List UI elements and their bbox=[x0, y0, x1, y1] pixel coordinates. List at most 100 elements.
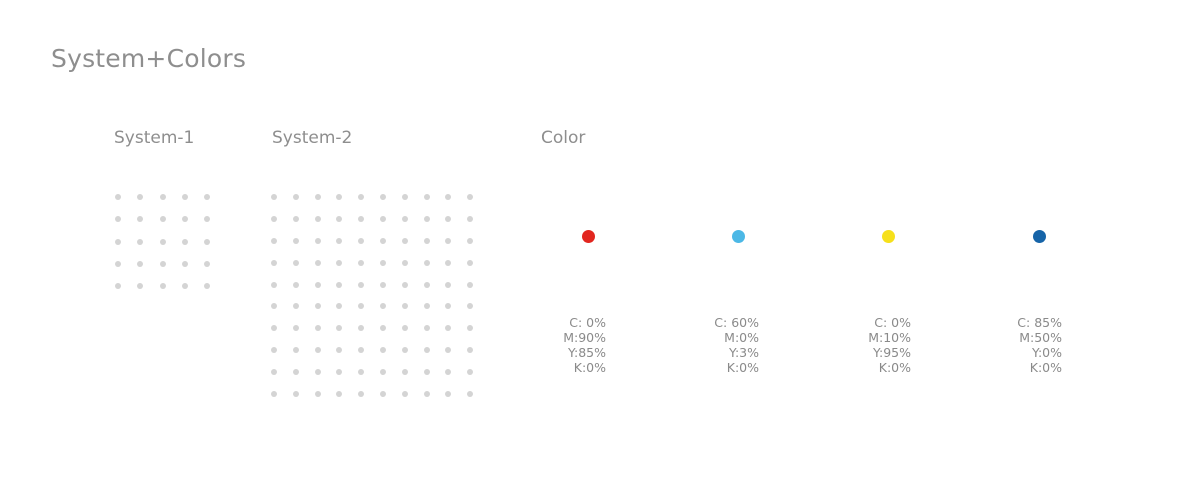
grid-dot bbox=[379, 347, 386, 354]
key-value: K:0% bbox=[1029, 360, 1062, 375]
grid-dot bbox=[292, 281, 299, 288]
grid-dot bbox=[292, 325, 299, 332]
grid-dot bbox=[137, 260, 144, 267]
yellow-dot-icon bbox=[882, 230, 895, 243]
grid-dot bbox=[445, 347, 452, 354]
grid-dot bbox=[292, 237, 299, 244]
grid-dot bbox=[401, 215, 408, 222]
grid-dot bbox=[137, 194, 144, 200]
grid-dot bbox=[358, 391, 365, 398]
yellow-value: Y:3% bbox=[728, 345, 759, 360]
grid-dot bbox=[379, 391, 386, 398]
grid-dot bbox=[467, 237, 474, 244]
grid-dot bbox=[401, 391, 408, 398]
grid-dot bbox=[271, 369, 277, 376]
grid-dot bbox=[379, 369, 386, 376]
cmyk-values-cyan: C: 60% M:0% Y:3% K:0% bbox=[659, 315, 759, 375]
grid-dot bbox=[358, 237, 365, 244]
grid-dot bbox=[115, 194, 121, 200]
grid-dot bbox=[115, 216, 121, 223]
grid-dot bbox=[314, 391, 321, 398]
system-1-title: System-1 bbox=[114, 128, 195, 148]
cyan-dot-icon bbox=[732, 230, 745, 243]
system-2-dot-grid bbox=[271, 194, 474, 398]
grid-dot bbox=[467, 194, 474, 200]
grid-dot bbox=[379, 237, 386, 244]
key-value: K:0% bbox=[726, 360, 759, 375]
grid-dot bbox=[336, 391, 343, 398]
grid-dot bbox=[358, 259, 365, 266]
grid-dot bbox=[379, 325, 386, 332]
grid-dot bbox=[401, 303, 408, 310]
grid-dot bbox=[271, 347, 277, 354]
cyan-value: C: 85% bbox=[1017, 315, 1062, 330]
yellow-value: Y:0% bbox=[1031, 345, 1062, 360]
grid-dot bbox=[271, 325, 277, 332]
cyan-value: C: 60% bbox=[714, 315, 759, 330]
grid-dot bbox=[204, 216, 210, 223]
grid-dot bbox=[314, 281, 321, 288]
grid-dot bbox=[401, 347, 408, 354]
grid-dot bbox=[271, 237, 277, 244]
grid-dot bbox=[445, 325, 452, 332]
grid-dot bbox=[292, 347, 299, 354]
page-title: System+Colors bbox=[51, 44, 247, 73]
grid-dot bbox=[292, 369, 299, 376]
grid-dot bbox=[336, 369, 343, 376]
grid-dot bbox=[204, 260, 210, 267]
grid-dot bbox=[336, 303, 343, 310]
grid-dot bbox=[314, 215, 321, 222]
key-value: K:0% bbox=[573, 360, 606, 375]
grid-dot bbox=[181, 194, 188, 200]
grid-dot bbox=[467, 347, 474, 354]
grid-dot bbox=[423, 369, 430, 376]
yellow-value: Y:95% bbox=[873, 345, 911, 360]
grid-dot bbox=[159, 216, 166, 223]
grid-dot bbox=[423, 391, 430, 398]
grid-dot bbox=[271, 194, 277, 200]
grid-dot bbox=[271, 303, 277, 310]
grid-dot bbox=[181, 216, 188, 223]
grid-dot bbox=[137, 283, 144, 289]
grid-dot bbox=[292, 259, 299, 266]
grid-dot bbox=[314, 303, 321, 310]
grid-dot bbox=[445, 259, 452, 266]
grid-dot bbox=[401, 281, 408, 288]
grid-dot bbox=[423, 281, 430, 288]
grid-dot bbox=[423, 303, 430, 310]
magenta-value: M:0% bbox=[724, 330, 759, 345]
grid-dot bbox=[314, 369, 321, 376]
grid-dot bbox=[336, 281, 343, 288]
grid-dot bbox=[423, 194, 430, 200]
grid-dot bbox=[181, 260, 188, 267]
key-value: K:0% bbox=[878, 360, 911, 375]
grid-dot bbox=[271, 391, 277, 398]
grid-dot bbox=[314, 237, 321, 244]
color-title: Color bbox=[541, 128, 586, 148]
grid-dot bbox=[358, 369, 365, 376]
grid-dot bbox=[159, 283, 166, 289]
grid-dot bbox=[115, 260, 121, 267]
grid-dot bbox=[159, 194, 166, 200]
grid-dot bbox=[137, 216, 144, 223]
grid-dot bbox=[336, 215, 343, 222]
grid-dot bbox=[445, 369, 452, 376]
grid-dot bbox=[137, 238, 144, 245]
grid-dot bbox=[336, 259, 343, 266]
grid-dot bbox=[292, 194, 299, 200]
magenta-value: M:90% bbox=[563, 330, 606, 345]
grid-dot bbox=[292, 215, 299, 222]
grid-dot bbox=[467, 391, 474, 398]
grid-dot bbox=[358, 215, 365, 222]
grid-dot bbox=[379, 281, 386, 288]
magenta-value: M:10% bbox=[868, 330, 911, 345]
grid-dot bbox=[181, 283, 188, 289]
magenta-value: M:50% bbox=[1019, 330, 1062, 345]
cmyk-values-yellow: C: 0% M:10% Y:95% K:0% bbox=[811, 315, 911, 375]
grid-dot bbox=[292, 391, 299, 398]
grid-dot bbox=[423, 325, 430, 332]
grid-dot bbox=[423, 347, 430, 354]
grid-dot bbox=[358, 303, 365, 310]
grid-dot bbox=[336, 325, 343, 332]
grid-dot bbox=[271, 259, 277, 266]
